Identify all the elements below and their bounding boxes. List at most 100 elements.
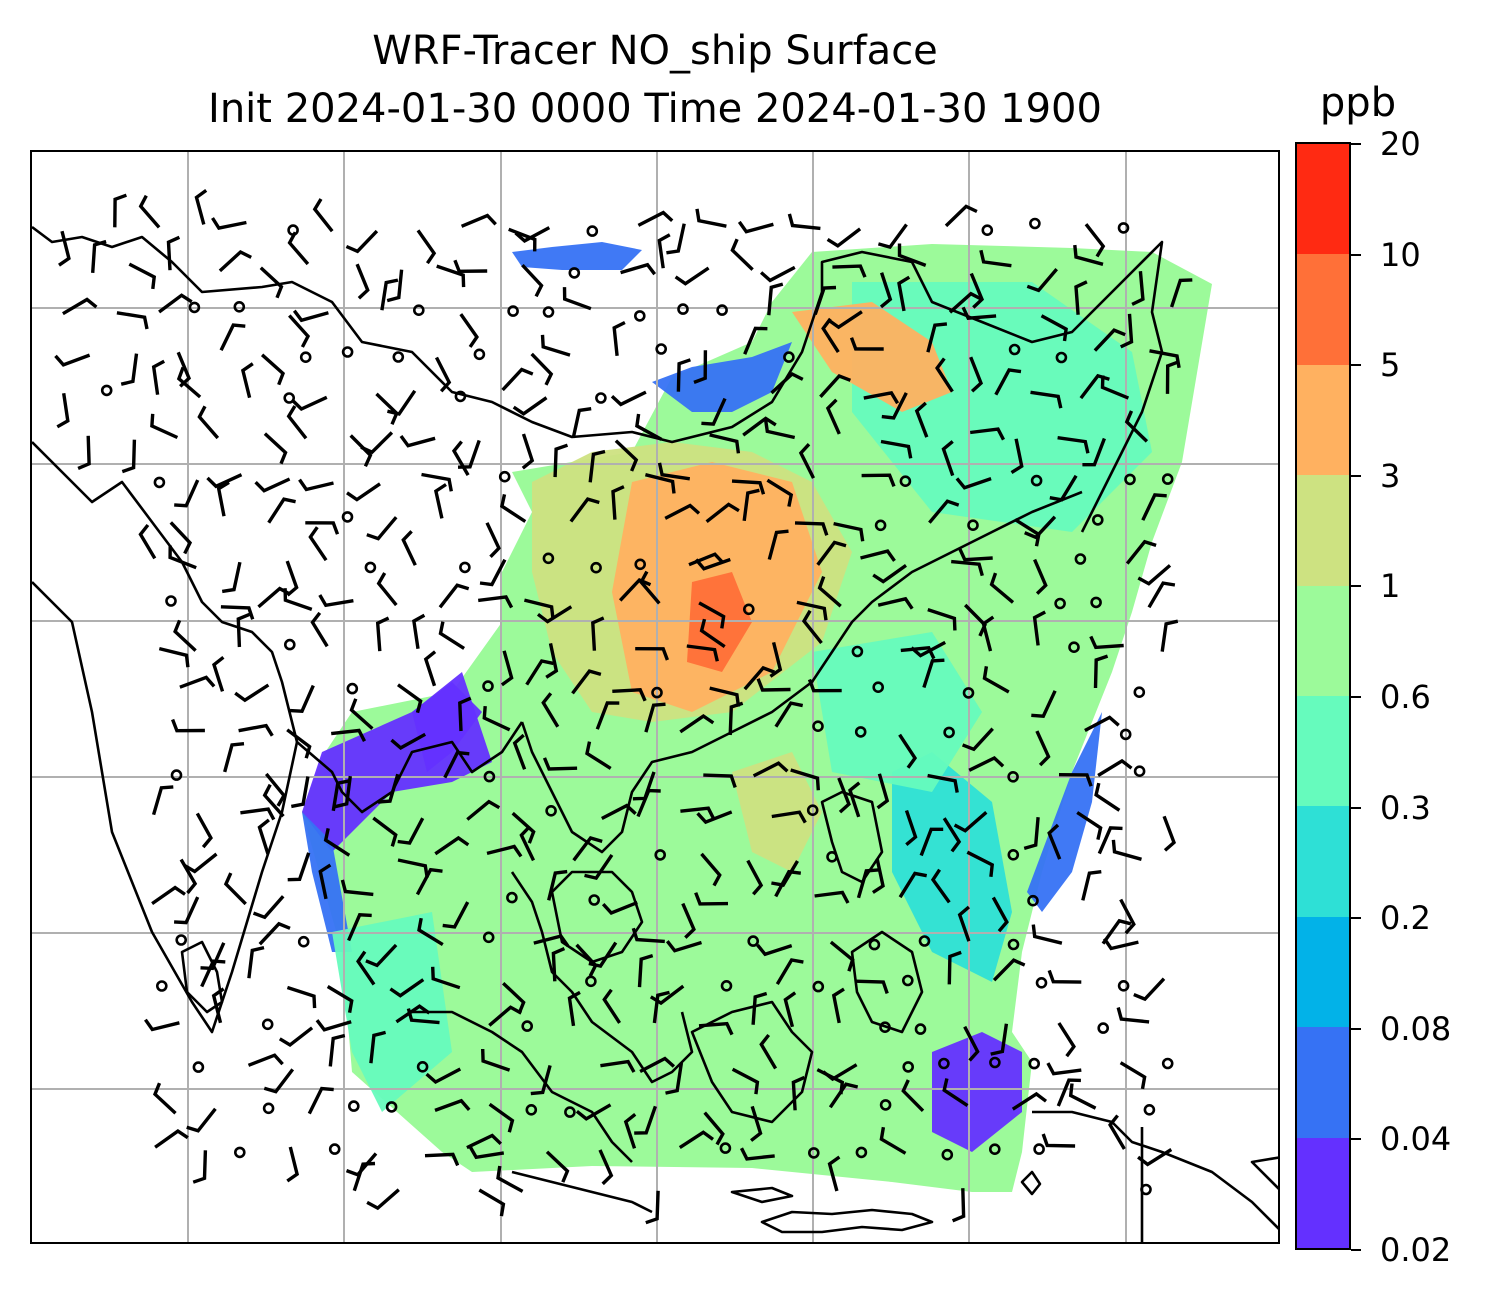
wind-barb <box>665 1062 684 1095</box>
wind-barb <box>585 741 612 770</box>
wind-barb <box>822 1063 858 1082</box>
coastline-segment <box>1250 1156 1278 1190</box>
calm-wind-circle <box>585 975 597 988</box>
wind-barb <box>927 607 957 631</box>
colorbar-tick-mark <box>1351 1138 1361 1141</box>
wind-barb <box>514 226 551 243</box>
wind-barb <box>774 869 802 898</box>
wind-barb <box>200 959 226 988</box>
edge-northwest <box>652 342 792 412</box>
wind-barb <box>942 817 962 853</box>
calm-wind-circle <box>938 1057 950 1070</box>
wind-barb <box>1076 811 1103 840</box>
wind-barb <box>652 990 670 1024</box>
wind-barb <box>631 927 665 944</box>
coastline-segment <box>690 1000 814 1124</box>
wind-barb <box>991 896 1009 933</box>
wind-barb <box>223 872 247 906</box>
wind-barb <box>990 1023 1009 1056</box>
wind-barb <box>488 1005 523 1027</box>
wind-barb <box>308 526 328 562</box>
wind-barb <box>62 297 98 316</box>
wind-barb <box>366 1188 400 1211</box>
wind-barb <box>575 1103 612 1121</box>
wind-barb <box>154 1129 189 1149</box>
wind-barb <box>681 902 696 939</box>
wind-barb <box>698 1021 734 1036</box>
wind-barb <box>521 263 544 298</box>
wind-barb <box>500 650 514 687</box>
wind-barb <box>898 871 928 899</box>
wind-barb <box>186 1107 217 1133</box>
calm-wind-circle <box>392 351 405 363</box>
wind-barb <box>349 434 373 468</box>
wind-barb <box>1035 730 1051 767</box>
wind-barb <box>346 482 381 502</box>
wind-barb <box>481 1048 511 1072</box>
wind-barb <box>922 658 945 689</box>
wind-barb <box>953 811 988 833</box>
wind-barb <box>247 1053 284 1067</box>
wind-barb <box>1108 1114 1126 1150</box>
edge-east <box>1027 712 1102 912</box>
wind-barb <box>879 272 893 309</box>
wind-barb <box>910 640 947 658</box>
wind-barb <box>1169 278 1193 308</box>
elevated-south <box>732 752 822 872</box>
wind-barb <box>989 572 1015 604</box>
coastline-segment <box>760 1208 934 1234</box>
wind-barb <box>326 985 354 1013</box>
wind-barb <box>680 806 716 820</box>
wind-barb <box>1093 654 1109 689</box>
wind-barb <box>287 852 311 882</box>
wind-barb <box>496 1165 524 1193</box>
wind-barb <box>881 392 908 420</box>
wind-barb <box>767 282 784 316</box>
wind-barb <box>1056 1078 1081 1107</box>
wind-barb <box>584 853 614 881</box>
wind-barb <box>144 1018 180 1032</box>
wind-barb <box>968 755 1005 772</box>
wind-barb <box>928 499 960 524</box>
wind-barb <box>636 788 661 818</box>
calm-wind-circle <box>854 726 867 738</box>
wind-barb <box>54 353 91 367</box>
wind-barb <box>639 570 661 605</box>
wind-barb <box>1081 870 1102 901</box>
calm-wind-circle <box>568 267 581 279</box>
wind-barb <box>211 217 247 230</box>
calm-wind-circle <box>153 476 166 489</box>
wind-barb <box>377 773 400 804</box>
calm-wind-circle <box>654 849 667 861</box>
wind-barb <box>331 779 350 812</box>
wind-barb <box>746 859 764 896</box>
wind-barb <box>709 686 741 707</box>
wind-barb <box>863 391 900 405</box>
wind-barb <box>366 516 398 541</box>
wind-barb <box>571 407 592 439</box>
wind-barb <box>415 867 443 896</box>
calm-wind-circle <box>981 224 994 236</box>
wind-barb <box>831 987 845 1024</box>
coastline-segment <box>510 871 694 1084</box>
wind-barb <box>693 350 708 384</box>
calm-wind-circle <box>364 561 377 574</box>
calm-wind-circle <box>851 645 864 658</box>
calm-wind-circle <box>719 1142 732 1154</box>
wind-barb <box>386 269 404 303</box>
colorbar-segment <box>1297 1137 1349 1248</box>
wind-barb <box>728 701 744 736</box>
wind-barb <box>678 1130 715 1150</box>
wind-barb <box>380 278 399 311</box>
wind-barb <box>376 572 398 607</box>
calm-wind-circle <box>1143 1103 1156 1116</box>
wind-barb <box>742 488 760 522</box>
wind-barb <box>982 666 1010 694</box>
colorbar-segment <box>1297 695 1349 807</box>
wind-barb <box>774 701 804 728</box>
wind-barb <box>1030 390 1063 409</box>
wind-barb <box>1082 437 1106 467</box>
wind-barb <box>530 352 554 386</box>
coastline-segment <box>32 225 1164 533</box>
calm-wind-circle <box>234 1146 246 1159</box>
